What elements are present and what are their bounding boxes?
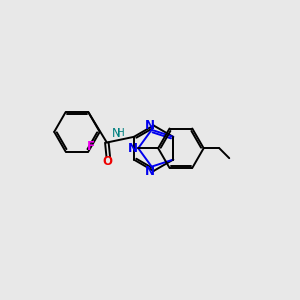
Text: H: H <box>117 128 125 138</box>
Text: N: N <box>128 142 138 155</box>
Text: N: N <box>112 127 121 140</box>
Text: O: O <box>103 154 112 167</box>
Text: F: F <box>87 140 95 153</box>
Text: N: N <box>145 165 155 178</box>
Text: N: N <box>145 118 155 132</box>
